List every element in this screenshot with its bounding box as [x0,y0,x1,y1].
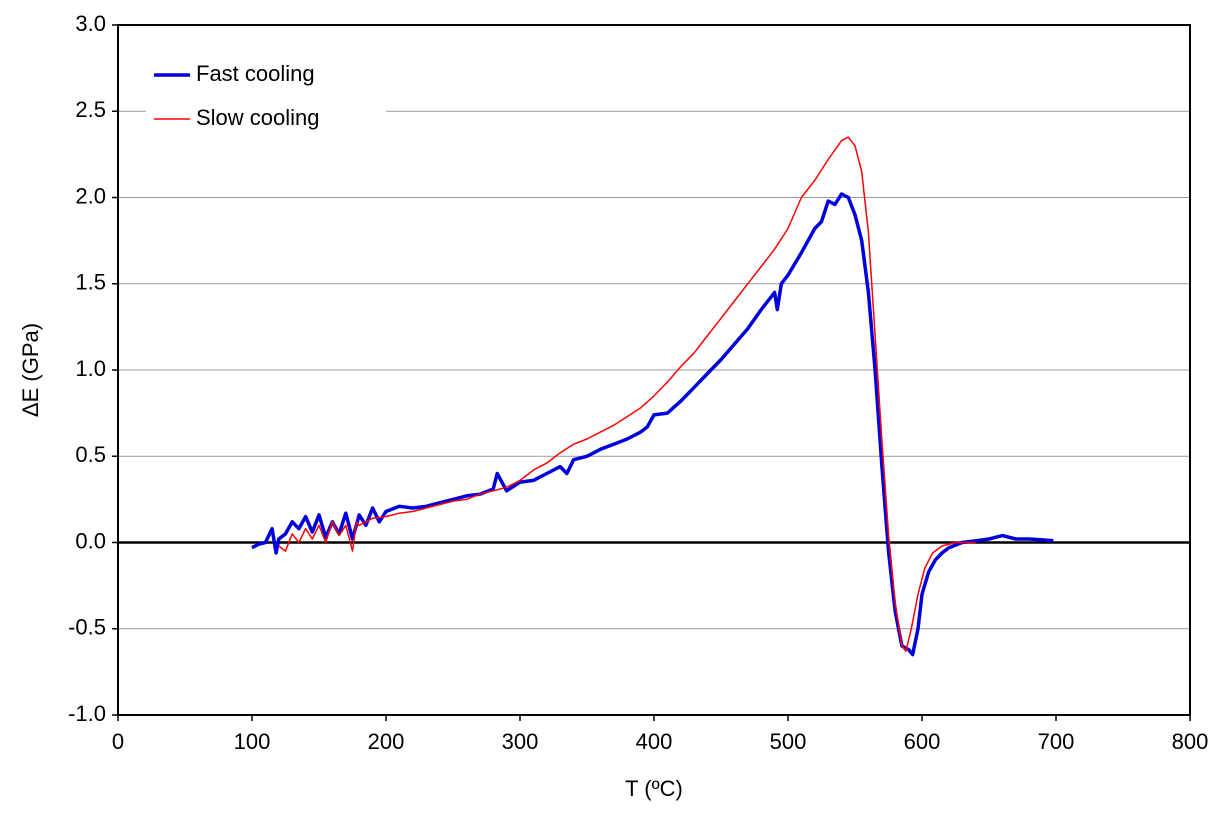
x-tick-label: 800 [1172,729,1209,754]
x-tick-label: 600 [904,729,941,754]
y-tick-label: 2.0 [75,183,106,208]
y-tick-label: 1.5 [75,270,106,295]
legend-box [146,55,386,139]
x-tick-label: 400 [636,729,673,754]
legend-label: Slow cooling [196,105,320,130]
x-tick-label: 0 [112,729,124,754]
data-line [251,192,1054,657]
legend-label: Fast cooling [196,61,315,86]
data-line [278,136,976,652]
x-tick-label: 200 [368,729,405,754]
x-tick-label: 700 [1038,729,1075,754]
y-tick-label: 3.0 [75,11,106,36]
x-axis-label: T (ºC) [625,776,683,801]
plot-frame [117,24,1191,716]
y-axis-label: ΔE (GPa) [18,323,43,417]
y-tick-label: 2.5 [75,97,106,122]
x-tick-label: 300 [502,729,539,754]
y-tick-label: -0.5 [68,615,106,640]
y-tick-label: 1.0 [75,356,106,381]
y-tick-label: -1.0 [68,701,106,726]
y-tick-label: 0.0 [75,528,106,553]
x-tick-label: 100 [234,729,271,754]
y-tick-label: 0.5 [75,442,106,467]
x-tick-label: 500 [770,729,807,754]
